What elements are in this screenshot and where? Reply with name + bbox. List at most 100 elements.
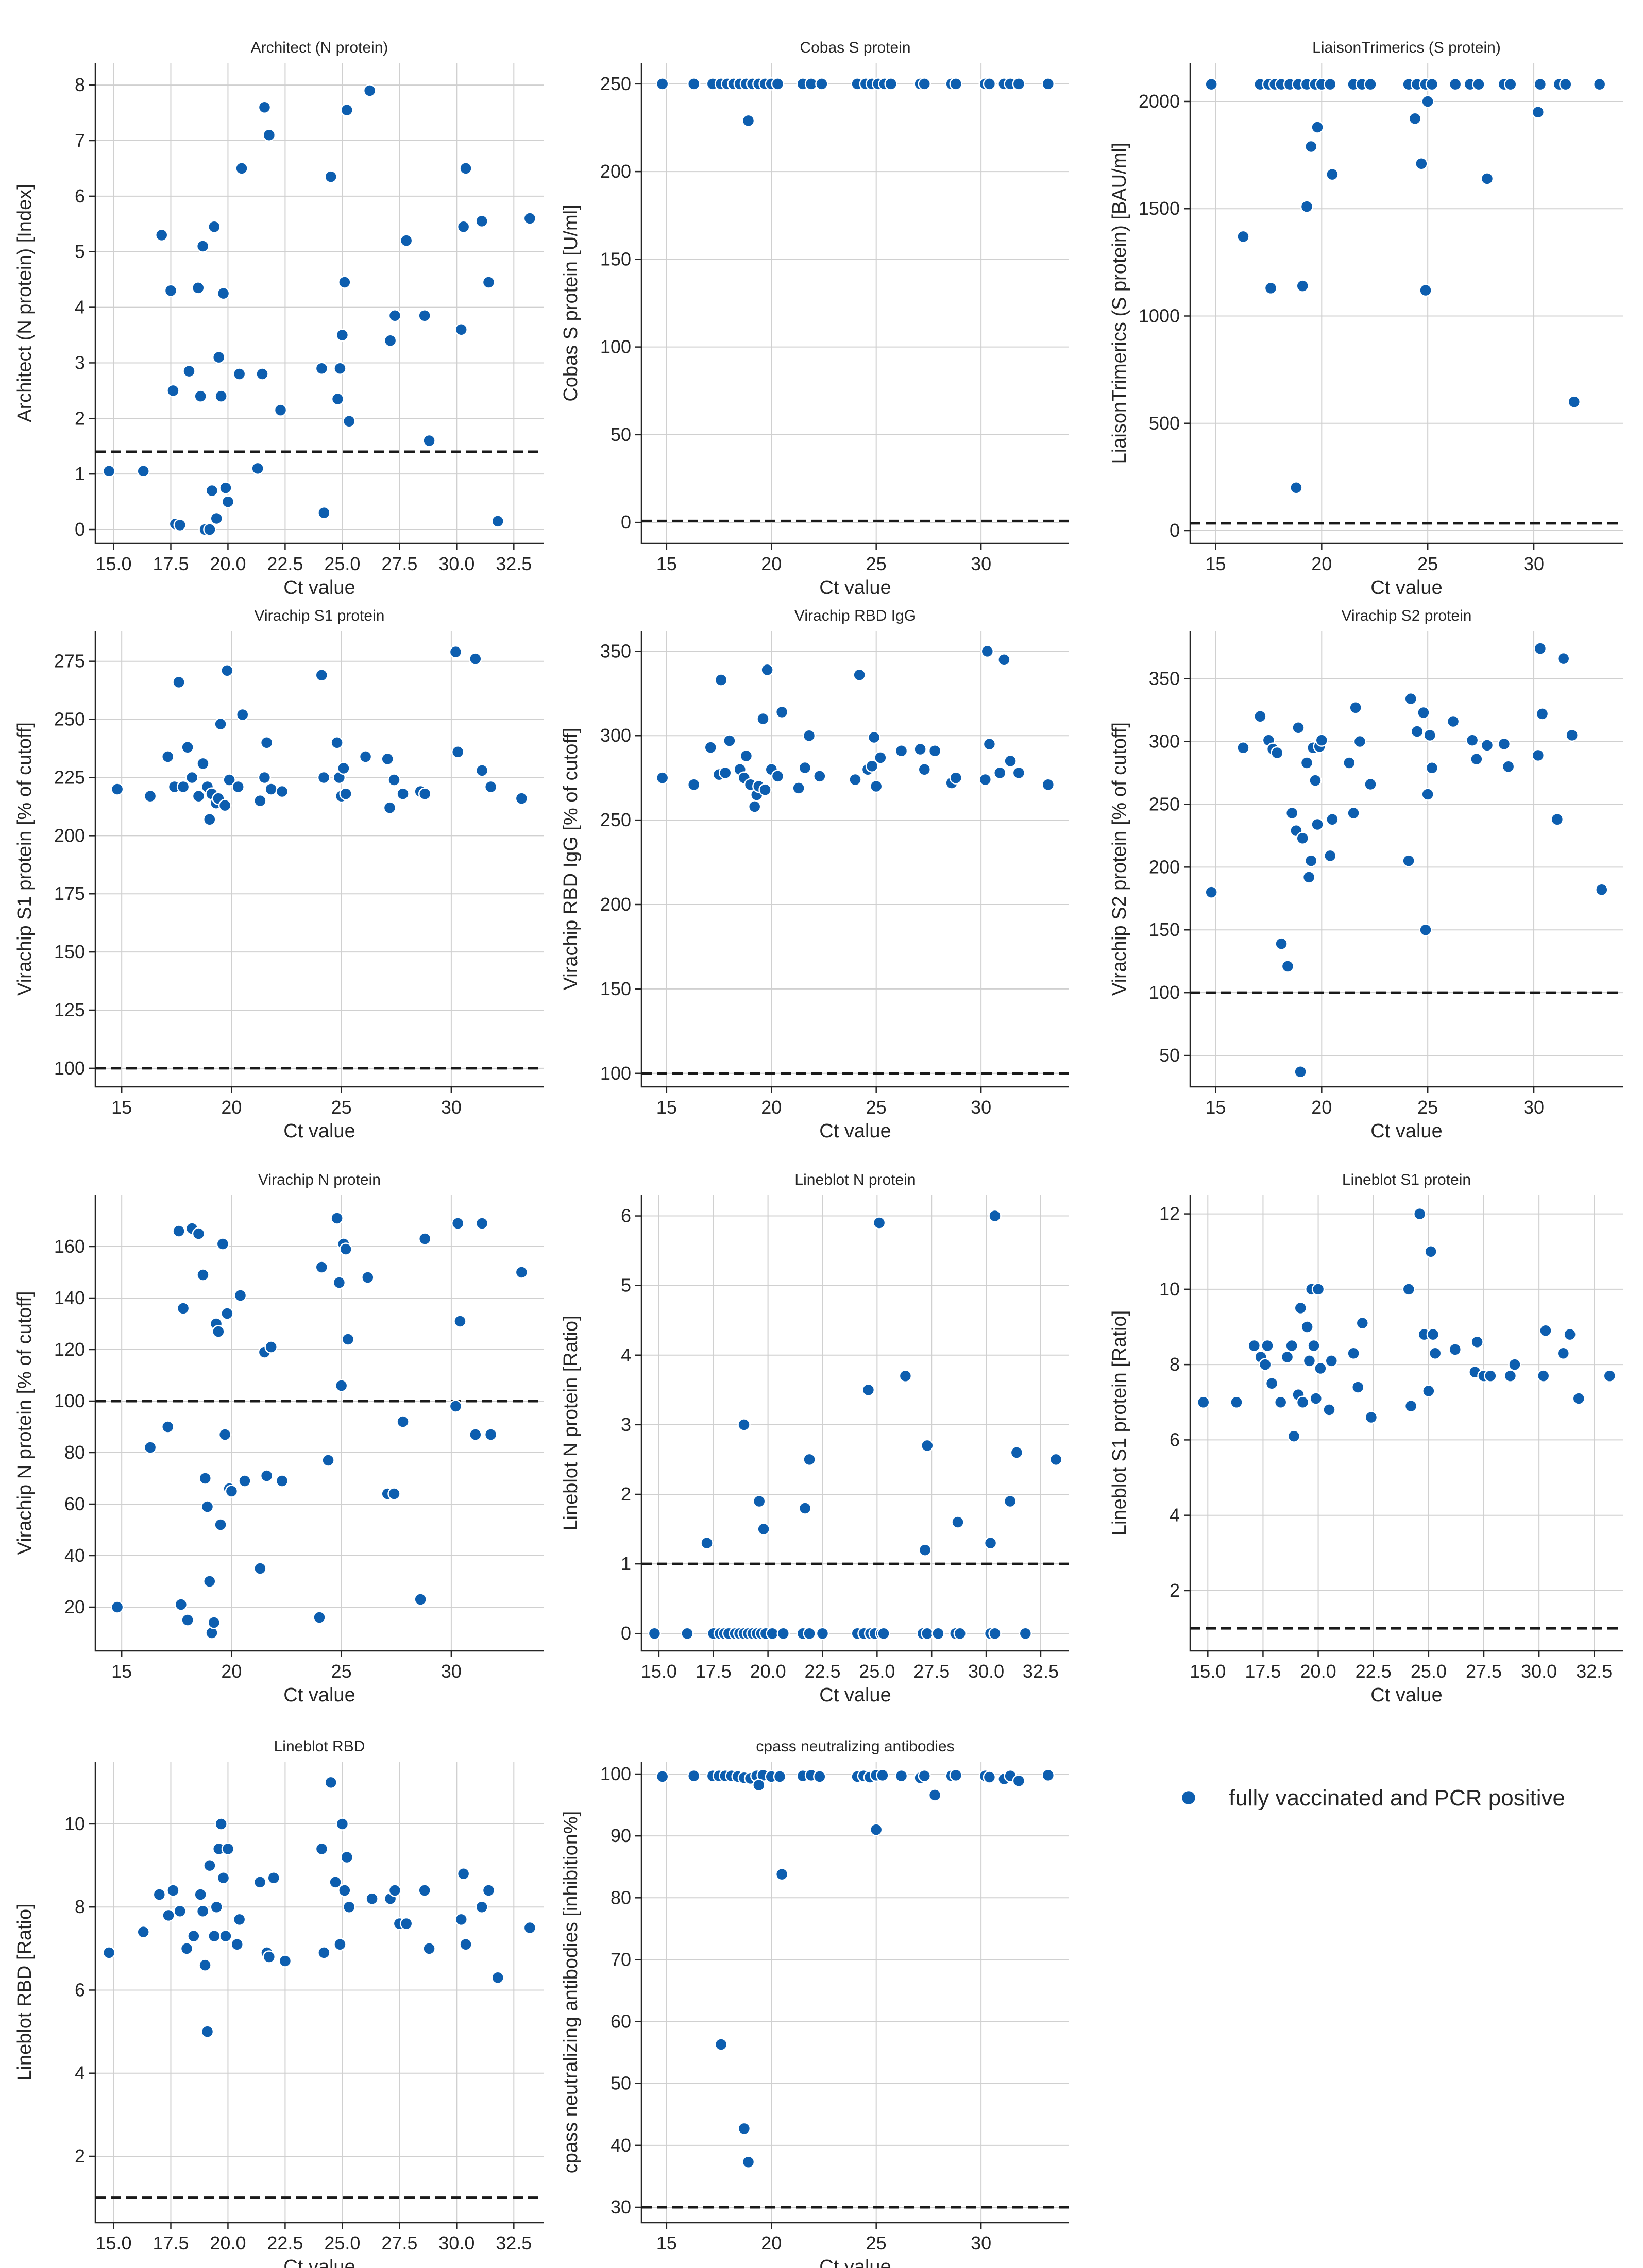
x-axis-label: Ct value bbox=[819, 2256, 891, 2268]
data-point bbox=[771, 770, 785, 783]
data-point bbox=[469, 652, 482, 666]
data-point bbox=[1049, 1453, 1063, 1466]
x-tick-label: 30 bbox=[971, 553, 991, 574]
y-tick-label: 200 bbox=[1149, 856, 1180, 877]
data-point bbox=[221, 1307, 234, 1320]
data-point bbox=[218, 1428, 232, 1441]
y-tick-label: 175 bbox=[54, 883, 85, 904]
y-tick-label: 2 bbox=[621, 1483, 631, 1505]
data-point bbox=[233, 1289, 247, 1302]
data-point bbox=[315, 1260, 329, 1274]
data-point bbox=[218, 798, 232, 812]
data-point bbox=[757, 1522, 770, 1536]
y-tick-label: 7 bbox=[75, 130, 85, 151]
data-point bbox=[216, 1871, 230, 1885]
data-point bbox=[1325, 1354, 1339, 1368]
y-tick-label: 6 bbox=[75, 185, 85, 207]
data-point bbox=[928, 1788, 942, 1802]
data-point bbox=[853, 668, 866, 681]
data-point bbox=[1349, 701, 1362, 714]
data-point bbox=[203, 812, 216, 826]
data-point bbox=[181, 741, 194, 754]
data-point bbox=[993, 766, 1007, 780]
data-point bbox=[877, 1627, 890, 1640]
x-tick-label: 32.5 bbox=[1576, 1661, 1612, 1682]
data-point bbox=[196, 1904, 210, 1918]
x-tick-label: 30 bbox=[441, 1097, 462, 1118]
data-point bbox=[196, 240, 210, 253]
data-point bbox=[1501, 760, 1515, 774]
data-point bbox=[451, 1217, 465, 1230]
data-point bbox=[253, 1875, 267, 1889]
data-point bbox=[1326, 167, 1339, 181]
data-point bbox=[775, 705, 789, 719]
data-point bbox=[399, 234, 413, 247]
data-point bbox=[894, 1769, 908, 1783]
data-point bbox=[153, 1888, 166, 1901]
panel-virachip-n-protein: 15 20 25 30 20 40 60 80 100 120 140 160 Virachip N p… bbox=[14, 1171, 544, 1706]
data-point bbox=[192, 789, 206, 803]
y-tick-label: 150 bbox=[54, 941, 85, 962]
x-axis-label: Ct value bbox=[283, 2256, 355, 2268]
data-point bbox=[714, 2038, 728, 2051]
data-point bbox=[918, 763, 931, 776]
data-point bbox=[219, 1929, 232, 1943]
data-point bbox=[918, 1769, 931, 1783]
y-tick-label: 200 bbox=[54, 825, 85, 846]
data-point bbox=[1426, 1327, 1440, 1341]
legend-label: fully vaccinated and PCR positive bbox=[1229, 1785, 1565, 1811]
data-point bbox=[1205, 885, 1218, 899]
data-point bbox=[313, 1611, 326, 1624]
data-point bbox=[997, 653, 1011, 667]
data-point bbox=[1012, 766, 1026, 780]
data-point bbox=[1419, 923, 1432, 936]
data-point bbox=[180, 1942, 194, 1955]
x-tick-label: 22.5 bbox=[267, 2232, 303, 2254]
data-point bbox=[949, 771, 963, 785]
data-point bbox=[984, 1536, 997, 1550]
data-point bbox=[181, 1613, 194, 1627]
data-point bbox=[387, 773, 401, 787]
data-point bbox=[918, 77, 931, 91]
axis-spine bbox=[640, 631, 1069, 1088]
data-point bbox=[1311, 1283, 1325, 1296]
data-point bbox=[920, 1439, 934, 1453]
data-point bbox=[361, 1271, 375, 1284]
data-point bbox=[475, 764, 489, 777]
data-point bbox=[264, 1340, 278, 1354]
y-tick-label: 200 bbox=[600, 161, 631, 182]
y-tick-label: 10 bbox=[1159, 1278, 1180, 1300]
data-point bbox=[1535, 707, 1549, 721]
data-point bbox=[338, 276, 351, 289]
data-point bbox=[335, 1817, 349, 1831]
data-point bbox=[161, 1420, 175, 1434]
y-tick-label: 40 bbox=[64, 1545, 85, 1566]
data-point bbox=[918, 1543, 932, 1557]
x-tick-label: 15.0 bbox=[95, 553, 131, 574]
data-point bbox=[983, 737, 996, 751]
x-tick-label: 20 bbox=[761, 1097, 782, 1118]
data-point bbox=[482, 276, 496, 289]
panel-title: Virachip N protein bbox=[258, 1171, 381, 1188]
y-tick-label: 225 bbox=[54, 766, 85, 788]
data-point bbox=[230, 1938, 244, 1951]
data-point bbox=[387, 1487, 401, 1500]
y-axis-label: Virachip S2 protein [% of cutoff] bbox=[1109, 722, 1130, 996]
data-point bbox=[449, 1400, 463, 1413]
data-point bbox=[1285, 806, 1299, 820]
data-point bbox=[1311, 121, 1324, 134]
data-point bbox=[798, 1502, 812, 1515]
data-point bbox=[1304, 854, 1318, 867]
data-point bbox=[317, 1946, 331, 1959]
y-tick-label: 150 bbox=[600, 248, 631, 269]
data-point bbox=[1446, 714, 1460, 728]
data-point bbox=[813, 1770, 826, 1783]
panel-title: Lineblot N protein bbox=[794, 1171, 916, 1188]
data-point bbox=[741, 114, 755, 128]
data-point bbox=[1258, 1358, 1272, 1371]
y-tick-label: 1500 bbox=[1139, 198, 1180, 219]
x-tick-label: 15.0 bbox=[95, 2232, 131, 2254]
x-axis-label: Ct value bbox=[1370, 1684, 1442, 1706]
data-point bbox=[422, 434, 436, 448]
y-tick-label: 100 bbox=[54, 1058, 85, 1079]
